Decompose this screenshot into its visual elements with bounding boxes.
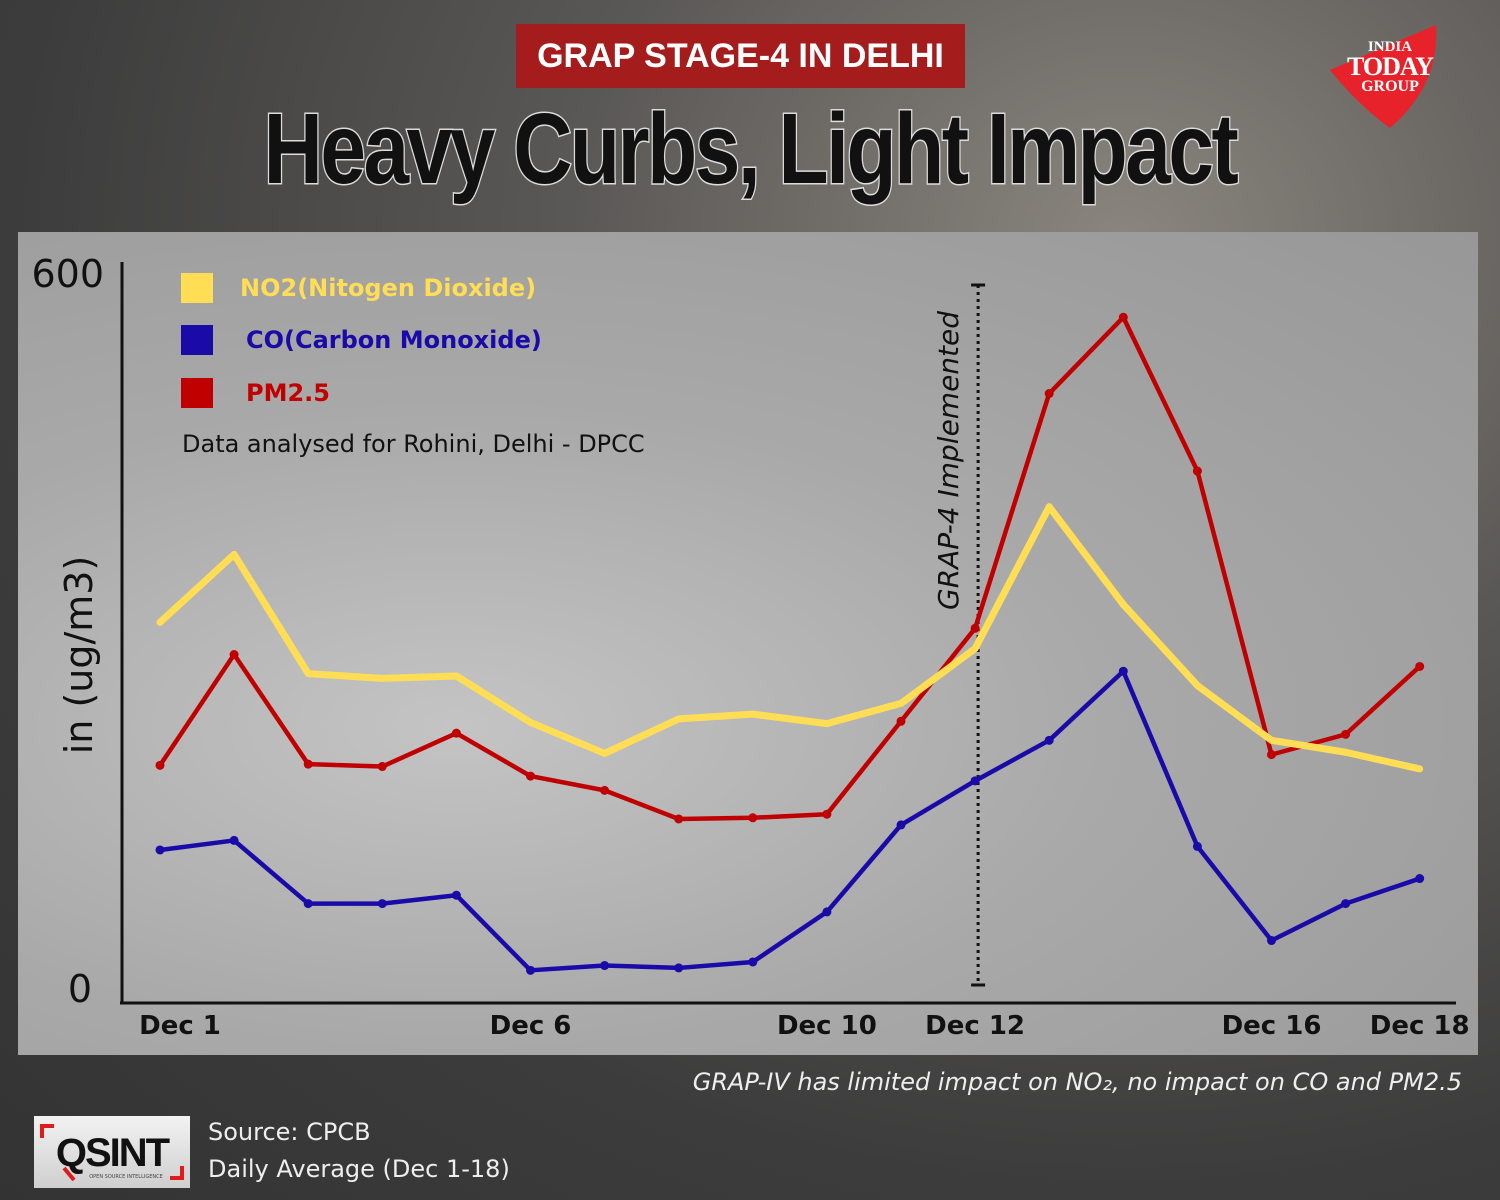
india-today-logo — [1330, 25, 1437, 128]
data-point — [675, 715, 683, 723]
legend-label: PM2.5 — [246, 379, 330, 407]
chart-panel — [18, 232, 1478, 1055]
data-point — [377, 899, 387, 909]
logo-line1: INDIA — [1367, 39, 1413, 55]
data-point — [229, 650, 239, 660]
data-point — [674, 814, 684, 824]
data-point — [1267, 750, 1276, 760]
headline: Heavy Curbs, Light Impact — [262, 92, 1240, 207]
x-tick-label: Dec 16 — [1222, 1011, 1322, 1041]
data-point — [1192, 466, 1202, 476]
logo-line2: TODAY — [1346, 52, 1434, 81]
data-point — [304, 670, 312, 678]
data-point — [1341, 729, 1351, 739]
data-point — [601, 749, 609, 757]
series-line-0 — [157, 503, 1421, 773]
data-point — [451, 890, 461, 900]
data-point — [600, 785, 610, 795]
osint-logo-subtitle: OPEN SOURCE INTELLIGENCE — [89, 1174, 163, 1180]
footnote: GRAP-IV has limited impact on NO₂, no im… — [692, 1068, 1462, 1096]
data-point — [527, 718, 534, 726]
data-point — [1118, 666, 1128, 676]
data-point — [748, 813, 758, 823]
data-point — [1416, 765, 1424, 773]
data-point — [452, 672, 460, 680]
data-point — [1044, 389, 1054, 399]
data-point — [822, 907, 832, 917]
data-point — [1119, 600, 1127, 608]
data-point — [377, 762, 387, 772]
data-point — [155, 845, 165, 855]
logo-line3: GROUP — [1361, 78, 1419, 95]
x-tick-label: Dec 10 — [777, 1011, 877, 1041]
grap4-annotation: GRAP-4 Implemented — [932, 311, 965, 610]
legend-label: NO2(Nitogen Dioxide) — [240, 274, 536, 302]
series-line-2 — [158, 315, 1422, 822]
data-point — [1415, 661, 1425, 671]
series-line-1 — [159, 668, 1421, 973]
data-point — [749, 710, 757, 718]
data-point — [600, 961, 610, 971]
data-point — [748, 957, 758, 967]
data-point — [526, 771, 535, 781]
y-tick-600: 600 — [31, 252, 104, 296]
data-point — [1118, 312, 1128, 322]
data-point — [674, 963, 684, 973]
data-point — [230, 550, 238, 558]
data-point — [1415, 874, 1425, 884]
data-point — [303, 899, 313, 909]
data-point — [823, 720, 831, 728]
y-tick-0: 0 — [68, 967, 92, 1011]
period-text: Daily Average (Dec 1-18) — [208, 1155, 510, 1183]
data-point — [451, 728, 461, 738]
data-point — [897, 699, 905, 707]
data-point — [1268, 736, 1275, 744]
data-point — [1341, 899, 1351, 909]
data-point — [526, 965, 535, 975]
data-point — [1193, 682, 1201, 690]
data-point — [970, 776, 980, 786]
data-point — [229, 835, 239, 845]
x-tick-label: Dec 6 — [490, 1011, 572, 1041]
source-text: Source: CPCB — [208, 1118, 371, 1146]
legend-swatch — [181, 378, 213, 408]
data-point — [156, 618, 164, 626]
x-tick-label: Dec 12 — [925, 1011, 1025, 1041]
x-tick-label: Dec 1 — [139, 1011, 221, 1041]
data-point — [971, 645, 979, 653]
data-point — [1192, 841, 1202, 851]
data-point — [822, 809, 832, 819]
x-tick-label: Dec 18 — [1370, 1011, 1470, 1041]
legend-note: Data analysed for Rohini, Delhi - DPCC — [182, 430, 645, 458]
legend-swatch — [181, 325, 213, 355]
data-point — [378, 674, 386, 682]
data-point — [303, 759, 313, 769]
osint-logo: QSINT OPEN SOURCE INTELLIGENCE — [34, 1116, 190, 1188]
data-point — [970, 623, 980, 633]
legend-swatch — [181, 273, 213, 303]
data-point — [1342, 748, 1350, 756]
banner: GRAP STAGE-4 IN DELHI — [516, 24, 965, 88]
data-point — [1267, 936, 1276, 946]
data-point — [1045, 503, 1053, 511]
y-axis-label: in (ug/m3) — [57, 556, 101, 755]
data-point — [896, 716, 906, 726]
osint-logo-text: QSINT — [56, 1131, 170, 1175]
data-point — [155, 760, 165, 770]
data-point — [1044, 735, 1054, 745]
data-point — [896, 820, 906, 830]
legend-label: CO(Carbon Monoxide) — [246, 326, 542, 354]
